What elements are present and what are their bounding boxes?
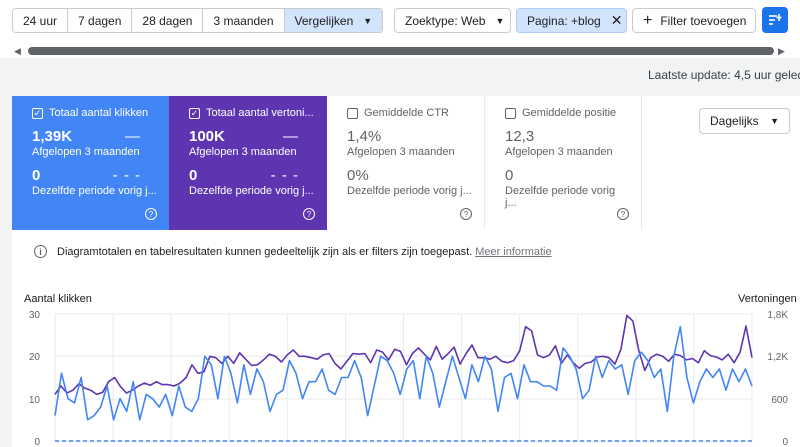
y-left-tick-label: 20 bbox=[29, 352, 41, 363]
range-24h-button[interactable]: 24 uur bbox=[13, 9, 69, 32]
more-info-link[interactable]: Meer informatie bbox=[475, 245, 552, 258]
close-icon[interactable]: ✕ bbox=[610, 12, 623, 28]
chart-series bbox=[54, 314, 753, 442]
dashed-line-legend-icon: - - - bbox=[112, 167, 141, 184]
metric-compare-period: Dezelfde periode vorig j... bbox=[505, 185, 616, 209]
toolbar: 24 uur 7 dagen 28 dagen 3 maanden Vergel… bbox=[0, 0, 800, 44]
metric-card-impressions[interactable]: ✓ Totaal aantal vertoni... 100K — Afgelope… bbox=[169, 96, 327, 230]
performance-panel: ✓ Totaal aantal klikken 1,39K — Afgelopen … bbox=[12, 96, 800, 447]
metric-compare-value: 0 bbox=[505, 167, 514, 184]
compare-button[interactable]: Vergelijken ▼ bbox=[284, 9, 383, 32]
scrollbar-thumb[interactable] bbox=[28, 47, 774, 55]
metric-compare-period: Dezelfde periode vorig j... bbox=[347, 185, 472, 197]
y-right-tick-label: 600 bbox=[771, 395, 788, 406]
compare-label: Vergelijken bbox=[294, 13, 354, 28]
y-right-tick-label: 1,8K bbox=[767, 310, 788, 321]
metric-period: Afgelopen 3 maanden bbox=[189, 146, 297, 158]
performance-chart[interactable]: 30 20 10 0 1,8K 1,2K 600 0 bbox=[0, 300, 800, 447]
range-3m-button[interactable]: 3 maanden bbox=[203, 9, 285, 32]
date-range-selector: 24 uur 7 dagen 28 dagen 3 maanden Vergel… bbox=[12, 8, 384, 33]
impressions-series-line bbox=[54, 314, 753, 396]
checkbox-unchecked-icon[interactable] bbox=[505, 107, 516, 119]
help-icon[interactable]: ? bbox=[617, 208, 629, 220]
info-text: Diagramtotalen en tabelresultaten kunnen… bbox=[57, 245, 473, 258]
chart-tick-labels: 30 20 10 0 1,8K 1,2K 600 0 bbox=[29, 310, 789, 447]
y-axis-right-label: Vertoningen bbox=[738, 293, 797, 305]
help-icon[interactable]: ? bbox=[145, 208, 157, 220]
add-filter-button[interactable]: + Filter toevoegen bbox=[632, 8, 756, 33]
metric-compare-value: 0 bbox=[189, 167, 198, 184]
metric-value: 1,4% bbox=[347, 128, 382, 145]
help-icon[interactable]: ? bbox=[303, 208, 315, 220]
metric-period: Afgelopen 3 maanden bbox=[505, 146, 613, 158]
y-left-tick-label: 0 bbox=[34, 437, 40, 447]
y-axis-left-label: Aantal klikken bbox=[24, 293, 92, 305]
add-filter-label: Filter toevoegen bbox=[660, 13, 747, 28]
metric-period: Afgelopen 3 maanden bbox=[347, 146, 455, 158]
solid-line-legend-icon: — bbox=[125, 128, 141, 145]
checkbox-unchecked-icon[interactable] bbox=[347, 107, 358, 119]
metric-label: Gemiddelde positie bbox=[522, 107, 617, 119]
page-filter-chip[interactable]: Pagina: +blog ✕ bbox=[516, 8, 627, 33]
help-icon[interactable]: ? bbox=[460, 208, 472, 220]
plus-icon: + bbox=[643, 11, 653, 29]
metric-label: Gemiddelde CTR bbox=[364, 107, 449, 119]
metric-value: 12,3 bbox=[505, 128, 535, 145]
metric-value: 1,39K bbox=[32, 128, 73, 145]
scroll-right-arrow-icon[interactable]: ▶ bbox=[778, 46, 785, 56]
metric-compare-period: Dezelfde periode vorig j... bbox=[32, 185, 157, 197]
metric-compare-value: 0% bbox=[347, 167, 369, 184]
checkbox-checked-icon[interactable]: ✓ bbox=[32, 107, 43, 119]
checkbox-checked-icon[interactable]: ✓ bbox=[189, 107, 200, 119]
metric-label: Totaal aantal vertoni... bbox=[206, 107, 314, 119]
solid-line-legend-icon: — bbox=[283, 128, 299, 145]
metric-compare-period: Dezelfde periode vorig j... bbox=[189, 185, 314, 197]
metric-period: Afgelopen 3 maanden bbox=[32, 146, 140, 158]
metric-value: 100K bbox=[189, 128, 225, 145]
horizontal-scrollbar[interactable]: ◀ ▶ bbox=[0, 44, 800, 58]
dashed-line-legend-icon: - - - bbox=[270, 167, 299, 184]
range-7d-button[interactable]: 7 dagen bbox=[68, 9, 133, 32]
y-left-tick-label: 30 bbox=[29, 310, 41, 321]
metric-label: Totaal aantal klikken bbox=[49, 107, 149, 119]
search-type-chip[interactable]: Zoektype: Web ▼ bbox=[394, 8, 511, 33]
y-right-tick-label: 1,2K bbox=[767, 352, 788, 363]
metric-card-position[interactable]: Gemiddelde positie 12,3 Afgelopen 3 maan… bbox=[485, 96, 642, 230]
y-left-tick-label: 10 bbox=[29, 395, 41, 406]
caret-down-icon: ▼ bbox=[495, 15, 505, 26]
clicks-series-line bbox=[54, 325, 753, 421]
page-filter-label: Pagina: +blog bbox=[527, 13, 601, 28]
chart-gridlines bbox=[54, 313, 753, 442]
caret-down-icon: ▼ bbox=[770, 116, 779, 126]
granularity-select[interactable]: Dagelijks ▼ bbox=[699, 108, 790, 134]
divider bbox=[381, 8, 382, 34]
last-update-text: Laatste update: 4,5 uur geleden bbox=[648, 68, 800, 82]
caret-down-icon: ▼ bbox=[363, 15, 373, 26]
info-icon: i bbox=[34, 245, 47, 258]
y-right-tick-label: 0 bbox=[782, 437, 788, 447]
metric-compare-value: 0 bbox=[32, 167, 41, 184]
filter-settings-button[interactable] bbox=[762, 7, 788, 33]
metric-card-ctr[interactable]: Gemiddelde CTR 1,4% Afgelopen 3 maanden … bbox=[327, 96, 485, 230]
search-type-label: Zoektype: Web bbox=[405, 13, 486, 28]
filter-list-icon bbox=[769, 14, 782, 25]
metric-card-clicks[interactable]: ✓ Totaal aantal klikken 1,39K — Afgelopen … bbox=[12, 96, 169, 230]
range-28d-button[interactable]: 28 dagen bbox=[132, 9, 204, 32]
info-notice: i Diagramtotalen en tabelresultaten kunn… bbox=[34, 245, 552, 258]
granularity-label: Dagelijks bbox=[710, 114, 759, 128]
scroll-left-arrow-icon[interactable]: ◀ bbox=[14, 46, 21, 56]
